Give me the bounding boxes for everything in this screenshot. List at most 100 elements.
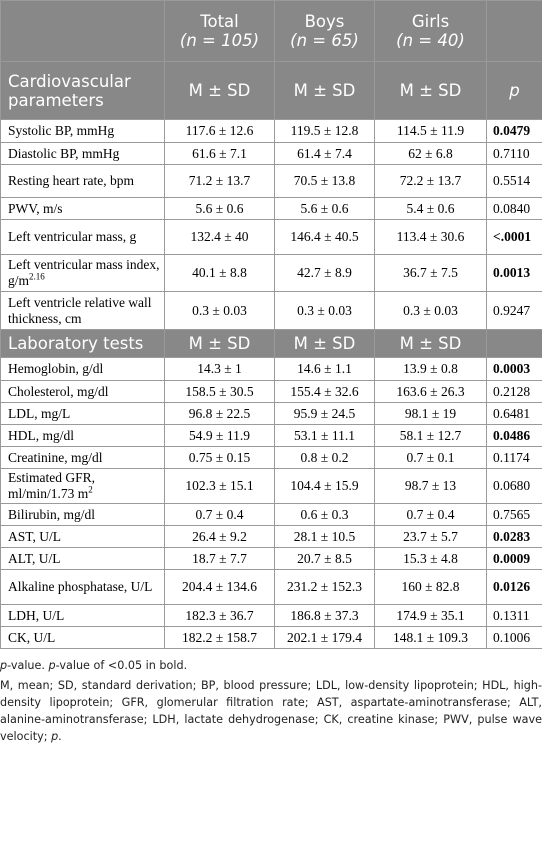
cell-p-value: 0.1311 — [486, 604, 542, 627]
cell-total: 26.4 ± 9.2 — [164, 525, 275, 548]
cell-boys: 14.6 ± 1.1 — [274, 357, 375, 381]
table-row: AST, U/L 26.4 ± 9.2 28.1 ± 10.5 23.7 ± 5.7 0… — [0, 525, 542, 548]
row-label: Resting heart rate, bpm — [0, 164, 165, 198]
cell-girls: 98.7 ± 13 — [374, 468, 487, 504]
row-label: ALT, U/L — [0, 547, 165, 570]
row-label-text: Creatinine, mg/dl — [8, 449, 103, 465]
cell-total: 102.3 ± 15.1 — [164, 468, 275, 504]
cell-boys: 202.1 ± 179.4 — [274, 626, 375, 649]
cell-total: 54.9 ± 11.9 — [164, 424, 275, 447]
cell-total: 117.6 ± 12.6 — [164, 119, 275, 143]
cell-p-value: 0.7110 — [486, 142, 542, 165]
cell-boys: 119.5 ± 12.8 — [274, 119, 375, 143]
row-label-superscript: 2 — [88, 484, 93, 495]
cell-p-value: <.0001 — [486, 219, 542, 255]
row-label-text: CK, U/L — [8, 629, 56, 645]
row-label-text: HDL, mg/dl — [8, 427, 74, 443]
cell-p-value: 0.1174 — [486, 446, 542, 469]
row-label: Diastolic BP, mmHg — [0, 142, 165, 165]
row-label-text: Bilirubin, mg/dl — [8, 506, 96, 522]
cell-p-value: 0.0680 — [486, 468, 542, 504]
cell-girls: 15.3 ± 4.8 — [374, 547, 487, 570]
cell-girls: 0.7 ± 0.4 — [374, 503, 487, 526]
cell-boys: 186.8 ± 37.3 — [274, 604, 375, 627]
footnote-abbreviations: M, mean; SD, standard derivation; BP, bl… — [0, 679, 542, 743]
table-row: LDL, mg/L 96.8 ± 22.5 95.9 ± 24.5 98.1 ± 19… — [0, 402, 542, 425]
cell-p-value: 0.9247 — [486, 291, 542, 330]
cell-girls: 174.9 ± 35.1 — [374, 604, 487, 627]
cell-boys: 28.1 ± 10.5 — [274, 525, 375, 548]
footnote-pvalue: p-value. p-value of <0.05 in bold. — [0, 659, 188, 672]
cell-girls: 160 ± 82.8 — [374, 569, 487, 605]
cell-total: 182.2 ± 158.7 — [164, 626, 275, 649]
cell-girls: 58.1 ± 12.7 — [374, 424, 487, 447]
cell-total: 158.5 ± 30.5 — [164, 380, 275, 403]
stat-label: M ± SD — [274, 61, 375, 120]
cell-total: 182.3 ± 36.7 — [164, 604, 275, 627]
cell-p-value: 0.0126 — [486, 569, 542, 605]
cell-boys: 0.3 ± 0.03 — [274, 291, 375, 330]
cell-boys: 42.7 ± 8.9 — [274, 254, 375, 292]
cell-total: 0.75 ± 0.15 — [164, 446, 275, 469]
row-label: Systolic BP, mmHg — [0, 119, 165, 143]
row-label: AST, U/L — [0, 525, 165, 548]
row-label-text: Left ventricular mass, g — [8, 229, 137, 244]
table-row: HDL, mg/dl 54.9 ± 11.9 53.1 ± 11.1 58.1 ± 1… — [0, 424, 542, 447]
cell-boys: 0.6 ± 0.3 — [274, 503, 375, 526]
row-label: Bilirubin, mg/dl — [0, 503, 165, 526]
row-label-text: Left ventricular mass index, g/m — [8, 257, 160, 288]
cell-girls: 98.1 ± 19 — [374, 402, 487, 425]
row-label: Left ventricular mass, g — [0, 219, 165, 255]
cell-total: 71.2 ± 13.7 — [164, 164, 275, 198]
cell-girls: 0.3 ± 0.03 — [374, 291, 487, 330]
header-girls: Girls (n = 40) — [374, 0, 487, 62]
cell-boys: 231.2 ± 152.3 — [274, 569, 375, 605]
cell-total: 61.6 ± 7.1 — [164, 142, 275, 165]
cell-girls: 163.6 ± 26.3 — [374, 380, 487, 403]
cell-total: 204.4 ± 134.6 — [164, 569, 275, 605]
cell-girls: 13.9 ± 0.8 — [374, 357, 487, 381]
table-row: Left ventricle relative wall thickness, … — [0, 291, 542, 330]
section-title: Laboratory tests — [0, 329, 165, 358]
p-column-label — [486, 329, 542, 358]
cell-total: 40.1 ± 8.8 — [164, 254, 275, 292]
table-row: Estimated GFR, ml/min/1.73 m2 102.3 ± 15.… — [0, 468, 542, 504]
table-row: Hemoglobin, g/dl 14.3 ± 1 14.6 ± 1.1 13.9 ±… — [0, 357, 542, 381]
cell-p-value: 0.7565 — [486, 503, 542, 526]
cell-girls: 62 ± 6.8 — [374, 142, 487, 165]
cell-girls: 36.7 ± 7.5 — [374, 254, 487, 292]
table-row: Left ventricular mass, g 132.4 ± 40 146.4 … — [0, 219, 542, 255]
row-label-text: Diastolic BP, mmHg — [8, 145, 120, 161]
cell-p-value: 0.2128 — [486, 380, 542, 403]
stat-label: M ± SD — [274, 329, 375, 358]
row-label-text: Estimated GFR, ml/min/1.73 m — [8, 470, 95, 501]
row-label-text: AST, U/L — [8, 528, 61, 544]
results-table: Total (n = 105) Boys (n = 65) Girls (n = 40… — [0, 0, 542, 649]
header-empty-cell — [486, 0, 542, 62]
cell-total: 0.7 ± 0.4 — [164, 503, 275, 526]
section-title: Cardiovascular parameters — [0, 61, 165, 120]
cell-girls: 148.1 ± 109.3 — [374, 626, 487, 649]
row-label-text: Alkaline phosphatase, U/L — [8, 579, 153, 594]
header-boys: Boys (n = 65) — [274, 0, 375, 62]
table-row: Left ventricular mass index, g/m2.16 40.1… — [0, 254, 542, 292]
cell-boys: 104.4 ± 15.9 — [274, 468, 375, 504]
table-row: ALT, U/L 18.7 ± 7.7 20.7 ± 8.5 15.3 ± 4.8 0.… — [0, 547, 542, 570]
row-label: PWV, m/s — [0, 197, 165, 220]
row-label: Hemoglobin, g/dl — [0, 357, 165, 381]
table-row: LDH, U/L 182.3 ± 36.7 186.8 ± 37.3 174.9 ± … — [0, 604, 542, 627]
table-row: Diastolic BP, mmHg 61.6 ± 7.1 61.4 ± 7.4 62… — [0, 142, 542, 165]
row-label: Alkaline phosphatase, U/L — [0, 569, 165, 605]
cell-total: 132.4 ± 40 — [164, 219, 275, 255]
cell-p-value: 0.0283 — [486, 525, 542, 548]
cell-boys: 5.6 ± 0.6 — [274, 197, 375, 220]
row-label: Estimated GFR, ml/min/1.73 m2 — [0, 468, 165, 504]
row-label: LDH, U/L — [0, 604, 165, 627]
cell-boys: 20.7 ± 8.5 — [274, 547, 375, 570]
cell-total: 18.7 ± 7.7 — [164, 547, 275, 570]
row-label-text: ALT, U/L — [8, 550, 61, 566]
cell-boys: 95.9 ± 24.5 — [274, 402, 375, 425]
table-row: Cholesterol, mg/dl 158.5 ± 30.5 155.4 ± 32… — [0, 380, 542, 403]
row-label-text: Cholesterol, mg/dl — [8, 383, 109, 399]
table-row: Bilirubin, mg/dl 0.7 ± 0.4 0.6 ± 0.3 0.7 ± … — [0, 503, 542, 526]
